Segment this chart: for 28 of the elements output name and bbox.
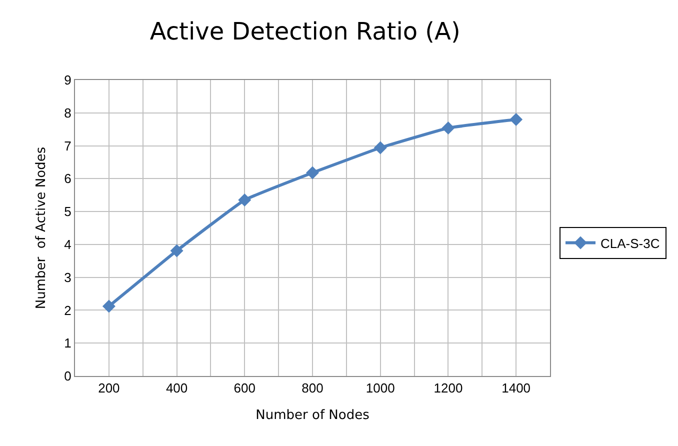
point — [306, 166, 319, 180]
point — [510, 112, 523, 126]
point — [442, 122, 455, 135]
x-tick-label: 600 — [234, 380, 256, 396]
y-tick-label: 8 — [64, 105, 72, 120]
x-tick-label: 1200 — [434, 380, 463, 396]
y-tick-label: 5 — [64, 204, 72, 220]
y-tick-label: 4 — [64, 236, 72, 252]
y-tick-label: 0 — [64, 368, 72, 384]
x-axis-title: Number of Nodes — [256, 408, 370, 424]
legend-label: CLA-S-3C — [600, 236, 660, 251]
y-tick-label: 2 — [64, 302, 72, 318]
point — [102, 300, 116, 313]
chart-title: Active Detection Ratio (A) — [150, 18, 460, 46]
y-tick-label: 7 — [64, 138, 72, 154]
y-axis-title: Number of Active Nodes — [34, 146, 50, 310]
point — [170, 244, 184, 258]
x-tick-label: 200 — [98, 380, 120, 396]
x-tick-label: 1400 — [502, 380, 531, 396]
point — [238, 194, 252, 207]
y-tick-label: 1 — [64, 336, 72, 351]
x-tick-label: 1000 — [366, 380, 395, 396]
y-tick-label: 6 — [64, 171, 72, 186]
x-tick-label: 400 — [166, 380, 188, 396]
y-tick-label: 3 — [64, 270, 72, 285]
x-tick-label: 800 — [302, 380, 324, 396]
y-tick-label: 9 — [64, 72, 72, 88]
point — [374, 141, 387, 154]
